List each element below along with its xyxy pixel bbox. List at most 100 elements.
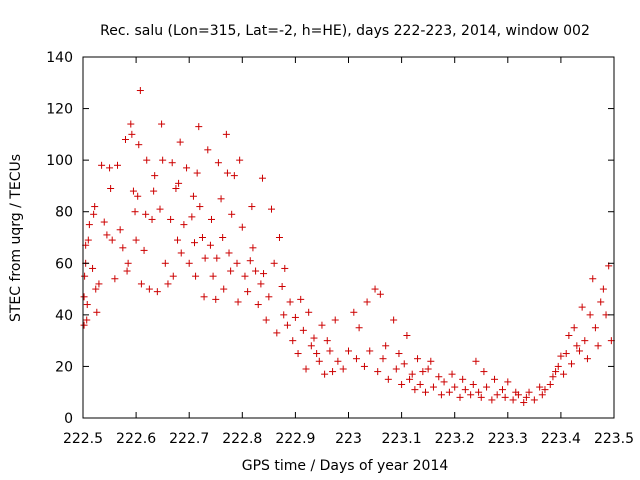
y-axis-label: STEC from uqrg / TECUs	[8, 154, 24, 322]
data-point	[89, 264, 97, 272]
x-tick-label: 223.3	[488, 431, 528, 447]
data-point	[403, 331, 411, 339]
data-point	[451, 383, 459, 391]
data-point	[127, 120, 135, 128]
data-point	[305, 308, 313, 316]
data-point	[164, 280, 172, 288]
data-point	[260, 270, 268, 278]
data-point	[124, 259, 132, 267]
data-point	[156, 205, 164, 213]
data-point	[111, 275, 119, 283]
chart-title: Rec. salu (Lon=315, Lat=-2, h=HE), days …	[100, 23, 590, 39]
data-point	[121, 136, 129, 144]
x-tick-label: 222.8	[222, 431, 262, 447]
data-point	[355, 324, 363, 332]
data-point	[200, 293, 208, 301]
data-point	[440, 378, 448, 386]
data-point	[424, 365, 432, 373]
data-point	[93, 308, 101, 316]
data-point	[128, 130, 136, 138]
x-tick-label: 223	[335, 431, 362, 447]
data-point	[281, 264, 289, 272]
data-point	[95, 280, 103, 288]
data-point	[329, 368, 337, 376]
data-point	[599, 285, 607, 293]
data-point	[570, 324, 578, 332]
data-point	[248, 203, 256, 211]
data-point	[209, 272, 217, 280]
data-point	[92, 285, 100, 293]
data-point	[435, 373, 443, 381]
data-point	[594, 342, 602, 350]
data-point	[180, 221, 188, 229]
data-point	[135, 141, 143, 149]
data-point	[538, 391, 546, 399]
data-point	[132, 236, 140, 244]
data-point	[339, 365, 347, 373]
data-point	[384, 375, 392, 383]
data-point	[278, 282, 286, 290]
data-point	[575, 347, 583, 355]
plot-frame	[82, 56, 615, 419]
data-point	[275, 234, 283, 241]
data-point	[581, 337, 589, 345]
data-point	[140, 246, 148, 254]
data-point	[81, 272, 89, 280]
data-point	[520, 399, 528, 407]
data-point	[204, 146, 212, 154]
data-point	[268, 205, 276, 213]
data-point	[241, 272, 249, 280]
data-point	[223, 169, 231, 177]
data-point	[437, 391, 445, 399]
data-point	[234, 298, 242, 306]
x-tick-label: 223.4	[541, 431, 581, 447]
data-point	[560, 370, 568, 378]
data-point	[168, 159, 176, 167]
data-point	[136, 87, 144, 95]
data-point	[583, 355, 591, 363]
x-tick-label: 222.7	[169, 431, 209, 447]
data-point	[193, 169, 201, 177]
data-point	[188, 213, 196, 221]
data-point	[246, 257, 254, 265]
data-point	[382, 342, 390, 350]
data-point	[258, 174, 266, 182]
y-tick-label: 0	[64, 411, 73, 427]
y-tick-label: 20	[55, 359, 73, 375]
data-point	[289, 337, 297, 345]
data-point	[419, 368, 427, 376]
data-point	[554, 362, 562, 370]
data-point	[291, 313, 299, 321]
data-point	[230, 172, 238, 180]
data-point	[169, 272, 177, 280]
data-point	[331, 316, 339, 324]
data-point	[280, 311, 288, 319]
data-point	[345, 347, 352, 355]
data-point	[150, 187, 158, 195]
data-point	[557, 352, 565, 360]
data-point	[191, 239, 199, 247]
data-point	[143, 156, 151, 164]
data-point	[514, 391, 522, 399]
x-tick-label: 223.1	[382, 431, 422, 447]
y-tick-label: 60	[55, 256, 73, 272]
data-point	[414, 355, 422, 363]
x-tick-label: 223.2	[435, 431, 475, 447]
data-point	[501, 393, 509, 401]
data-point	[114, 161, 122, 169]
data-point	[161, 259, 169, 267]
data-point	[208, 215, 216, 223]
data-point	[493, 391, 501, 399]
data-point	[302, 365, 310, 373]
data-point	[84, 236, 92, 244]
data-point	[80, 293, 88, 301]
data-point	[257, 280, 265, 288]
data-point	[294, 350, 302, 358]
data-point	[390, 316, 398, 324]
data-point	[131, 208, 139, 216]
data-point	[562, 350, 570, 358]
data-point	[421, 388, 429, 396]
data-point	[530, 396, 538, 404]
data-point	[366, 347, 374, 355]
